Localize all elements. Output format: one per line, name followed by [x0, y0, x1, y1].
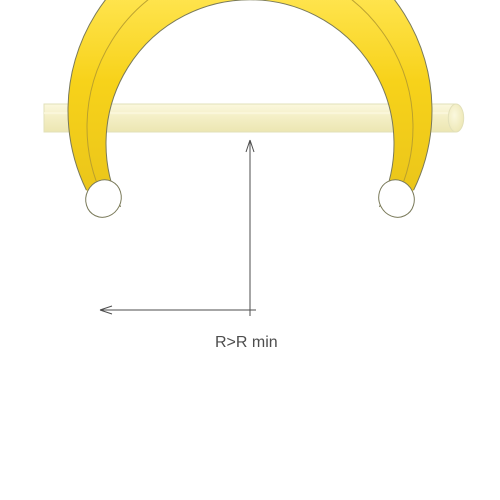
dimension-marks — [100, 140, 256, 316]
bend-radius-diagram: R>R min — [0, 0, 500, 500]
diagram-svg — [0, 0, 500, 500]
radius-label: R>R min — [215, 334, 278, 352]
